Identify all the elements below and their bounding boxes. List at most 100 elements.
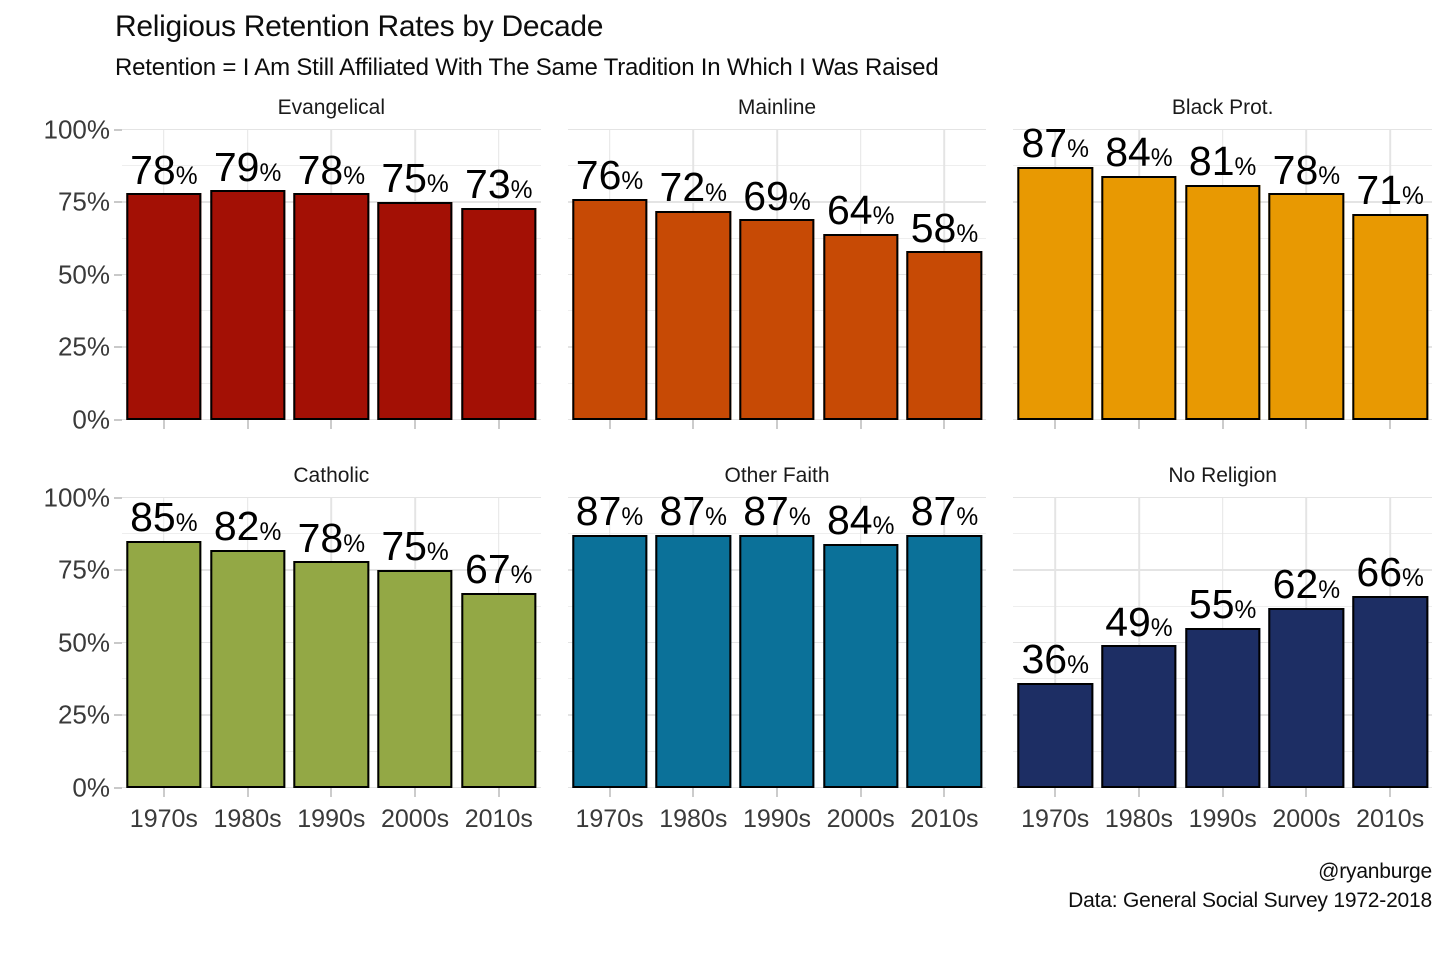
x-tick-mark xyxy=(330,787,333,797)
plot-panel: 85% 82% 78% 75% 67% xyxy=(122,497,541,797)
y-tick-mark xyxy=(114,786,122,789)
bar-value-label: 87% xyxy=(576,491,644,532)
bar-value-percent-sign: % xyxy=(175,510,198,538)
x-tick-label-2010s: 2010s xyxy=(464,804,533,833)
bar-value-number: 58 xyxy=(910,204,957,251)
bar-value-percent-sign: % xyxy=(705,179,728,207)
bar-value-number: 66 xyxy=(1356,549,1403,596)
facets-bottom: Catholic 85% 82% 78% 75% 67% 1970s 1980s 1990s 20… xyxy=(122,463,1433,843)
plot-panel: 36% 49% 55% 62% 66% xyxy=(1013,496,1433,797)
y-tick-mark xyxy=(114,201,122,203)
y-tick-label: 50% xyxy=(57,259,110,289)
bar-2000s xyxy=(377,570,453,788)
bar-1990s xyxy=(739,219,815,420)
y-tick-mark xyxy=(114,569,122,571)
x-tick-mark xyxy=(1137,787,1140,797)
gridline-vertical xyxy=(1138,497,1140,788)
bar-1980s xyxy=(655,210,731,420)
bar-2000s xyxy=(823,233,899,420)
bar-value-label: 67% xyxy=(465,549,532,590)
bar-value-label: 87% xyxy=(660,491,728,532)
author-handle: @ryanburge xyxy=(1318,859,1432,883)
x-axis: 1970s 1980s 1990s 2000s 2010s xyxy=(568,799,987,843)
bar-value-percent-sign: % xyxy=(956,504,979,532)
facet-title: No Religion xyxy=(1168,463,1277,487)
facet-row-bottom: 0% 25% 50% 75% 100% Catholic 85% 82% 78% 75% 67% 1… xyxy=(44,463,1433,843)
facet-title: Catholic xyxy=(293,463,370,487)
bar-value-percent-sign: % xyxy=(621,504,644,532)
bar-value-label: 78% xyxy=(1273,149,1340,190)
bar-value-number: 49 xyxy=(1105,598,1151,645)
x-axis: 1970s 1980s 1990s 2000s 2010s xyxy=(1013,799,1432,843)
bar-value-percent-sign: % xyxy=(872,513,895,541)
y-tick-mark xyxy=(114,418,122,421)
y-tick-label: 25% xyxy=(57,331,110,362)
bar-2010s xyxy=(906,251,983,420)
bar-value-percent-sign: % xyxy=(259,518,282,546)
bar-value-label: 87% xyxy=(911,491,979,532)
bar-value-label: 81% xyxy=(1189,140,1256,181)
facet-black-prot: Black Prot. 87% 84% 81% 78% 71% xyxy=(1013,96,1433,429)
bar-value-label: 66% xyxy=(1356,552,1424,593)
bar-value-label: 64% xyxy=(827,190,894,231)
x-tick-mark xyxy=(608,787,611,797)
bar-value-label: 75% xyxy=(381,158,448,199)
bar-value-label: 49% xyxy=(1105,601,1172,642)
bar-value-number: 76 xyxy=(575,152,622,199)
x-tick-label-1990s: 1990s xyxy=(742,804,812,833)
bar-2010s xyxy=(1352,596,1428,788)
x-tick-label-1980s: 1980s xyxy=(1104,804,1173,833)
bar-value-label: 78% xyxy=(130,149,197,190)
x-tick-mark xyxy=(692,787,695,797)
facet-other-faith: Other Faith 87% 87% 87% 84% 87% 1970s 1980s 1990… xyxy=(567,463,987,843)
x-tick-label-1980s: 1980s xyxy=(213,804,282,833)
x-tick-label-1980s: 1980s xyxy=(659,804,728,833)
bar-value-percent-sign: % xyxy=(1318,576,1341,604)
x-tick-mark xyxy=(162,787,165,797)
x-tick-label-1990s: 1990s xyxy=(297,804,366,833)
x-tick-mark xyxy=(246,419,249,429)
x-tick-mark xyxy=(414,419,417,429)
bar-value-number: 55 xyxy=(1188,581,1235,628)
bar-value-number: 78 xyxy=(297,514,344,561)
x-tick-mark xyxy=(1305,787,1308,797)
bar-value-number: 62 xyxy=(1272,560,1319,607)
bar-value-percent-sign: % xyxy=(788,188,811,216)
bar-value-label: 62% xyxy=(1273,563,1341,604)
y-tick-mark xyxy=(114,128,122,131)
plot-panel: 87% 87% 87% 84% 87% xyxy=(567,491,987,797)
bar-value-label: 78% xyxy=(298,517,365,558)
facet-title: Other Faith xyxy=(724,463,830,487)
bar-value-label: 71% xyxy=(1356,169,1423,210)
bar-value-label: 73% xyxy=(465,164,532,205)
bar-1980s xyxy=(1101,175,1177,420)
bar-1980s xyxy=(209,549,286,788)
facet-no-religion: No Religion 36% 49% 55% 62% 66% 1970s 1980s 1990… xyxy=(1013,463,1433,843)
bar-value-percent-sign: % xyxy=(1067,136,1089,164)
bar-1980s xyxy=(209,190,286,420)
x-tick-mark xyxy=(1389,419,1392,429)
y-tick-mark xyxy=(114,273,122,276)
bar-1990s xyxy=(293,561,370,788)
bar-value-percent-sign: % xyxy=(705,504,728,532)
bar-value-percent-sign: % xyxy=(1402,565,1424,593)
x-tick-label-2010s: 2010s xyxy=(1356,804,1425,833)
y-tick-label: 0% xyxy=(72,404,110,434)
x-tick-mark xyxy=(608,419,611,429)
chart-caption: @ryanburge Data: General Social Survey 1… xyxy=(0,857,1456,916)
bar-1980s xyxy=(1101,645,1177,788)
bar-value-number: 75 xyxy=(381,155,427,202)
data-source: Data: General Social Survey 1972-2018 xyxy=(1068,888,1432,912)
bar-value-number: 71 xyxy=(1356,166,1403,213)
y-tick-label: 100% xyxy=(43,114,111,144)
bar-2010s xyxy=(461,593,537,788)
bar-1990s xyxy=(739,535,815,788)
bar-value-number: 78 xyxy=(130,146,176,193)
x-tick-mark xyxy=(330,419,333,429)
bar-2000s xyxy=(377,202,453,420)
bar-2010s xyxy=(906,535,983,788)
facet-catholic: Catholic 85% 82% 78% 75% 67% 1970s 1980s 1990s 20… xyxy=(122,464,541,843)
bar-value-label: 55% xyxy=(1189,584,1256,625)
x-tick-mark xyxy=(246,787,249,797)
bar-value-number: 36 xyxy=(1021,636,1068,683)
